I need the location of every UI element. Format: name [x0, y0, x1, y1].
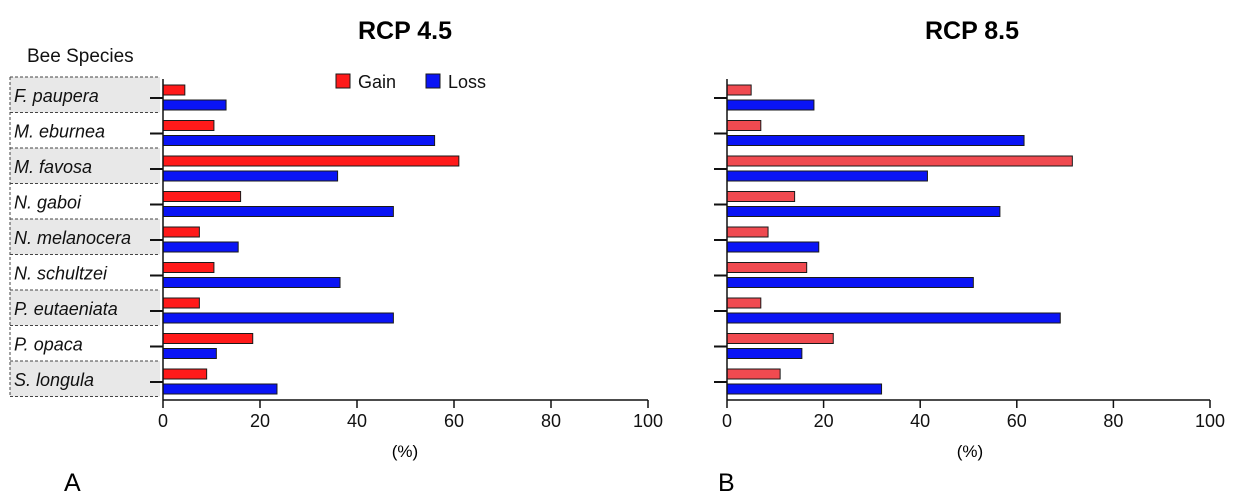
bar-loss	[163, 100, 226, 110]
bar-gain	[163, 369, 207, 379]
bar-loss	[163, 136, 435, 146]
panel-a-xlabel: (%)	[392, 442, 418, 461]
bar-gain	[163, 298, 199, 308]
x-tick-label: 40	[347, 411, 367, 431]
bar-gain	[727, 156, 1072, 166]
bar-gain	[727, 227, 768, 237]
bar-loss	[727, 384, 882, 394]
bar-gain	[163, 121, 214, 131]
species-label: N. gaboi	[14, 192, 82, 212]
x-tick-label: 80	[541, 411, 561, 431]
species-column-header: Bee Species	[27, 46, 134, 67]
bar-gain	[163, 227, 199, 237]
bar-loss	[727, 313, 1060, 323]
x-tick-label: 60	[444, 411, 464, 431]
bar-gain	[163, 192, 241, 202]
species-label-column: F. paupera M. eburnea M. favosa N. gaboi N. …	[10, 77, 160, 397]
bar-loss	[163, 384, 277, 394]
bar-loss	[727, 349, 802, 359]
x-tick-label: 0	[722, 411, 732, 431]
bar-loss	[727, 100, 814, 110]
bar-gain	[727, 263, 807, 273]
bar-gain	[727, 298, 761, 308]
panel-b-title: RCP 8.5	[925, 17, 1019, 45]
bar-gain	[727, 192, 795, 202]
species-label: F. paupera	[14, 86, 99, 106]
panel-a-bars	[163, 85, 459, 394]
species-label: M. eburnea	[14, 121, 105, 141]
species-label: N. schultzei	[14, 263, 108, 283]
bar-gain	[727, 334, 833, 344]
bar-loss	[163, 171, 338, 181]
x-tick-label: 20	[814, 411, 834, 431]
species-label: P. eutaeniata	[14, 299, 118, 319]
panel-a-legend: Gain Loss	[336, 72, 486, 92]
bar-loss	[163, 242, 238, 252]
legend-loss-swatch	[426, 74, 440, 88]
bar-loss	[163, 349, 216, 359]
bar-gain	[163, 156, 459, 166]
x-tick-label: 20	[250, 411, 270, 431]
x-tick-label: 0	[158, 411, 168, 431]
x-tick-label: 60	[1007, 411, 1027, 431]
bar-gain	[163, 263, 214, 273]
panel-b-rcp85: RCP 8.5 0 20 40 60 80 100 (%) B	[714, 17, 1225, 496]
legend-loss-label: Loss	[448, 72, 486, 92]
legend-gain-swatch	[336, 74, 350, 88]
bar-gain	[163, 334, 253, 344]
bar-gain	[163, 85, 185, 95]
panel-b-xlabel: (%)	[957, 442, 983, 461]
bar-loss	[163, 313, 393, 323]
bar-gain	[727, 369, 780, 379]
x-tick-label: 100	[1195, 411, 1225, 431]
panel-b-letter: B	[718, 469, 735, 496]
species-label: M. favosa	[14, 157, 92, 177]
bar-loss	[727, 171, 927, 181]
panel-a-title: RCP 4.5	[358, 17, 452, 45]
x-tick-label: 80	[1103, 411, 1123, 431]
bar-loss	[727, 136, 1024, 146]
bar-gain	[727, 85, 751, 95]
panel-b-bars	[727, 85, 1072, 394]
x-tick-label: 100	[633, 411, 663, 431]
bar-loss	[727, 207, 1000, 217]
bar-loss	[163, 207, 393, 217]
panel-a-axes: 0 20 40 60 80 100	[150, 79, 663, 431]
species-label: P. opaca	[14, 334, 83, 354]
legend-gain-label: Gain	[358, 72, 396, 92]
bar-loss	[163, 278, 340, 288]
species-label: S. longula	[14, 370, 94, 390]
x-tick-label: 40	[910, 411, 930, 431]
bar-loss	[727, 278, 973, 288]
panel-b-axes: 0 20 40 60 80 100	[714, 79, 1225, 431]
bar-loss	[727, 242, 819, 252]
panel-a-letter: A	[64, 469, 81, 496]
species-label: N. melanocera	[14, 228, 131, 248]
bar-gain	[727, 121, 761, 131]
